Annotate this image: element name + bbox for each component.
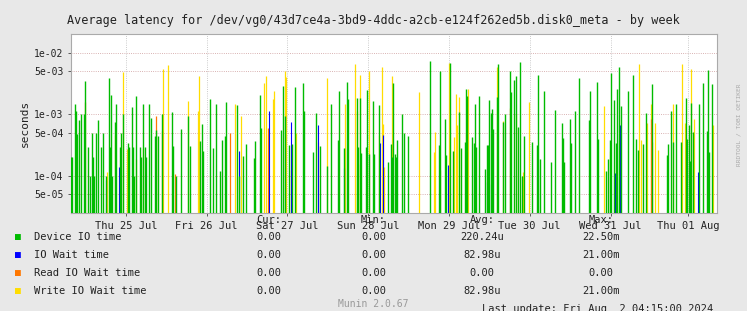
Y-axis label: seconds: seconds (19, 100, 30, 147)
Text: 0.00: 0.00 (361, 232, 386, 242)
Text: ■: ■ (15, 268, 21, 278)
Text: Avg:: Avg: (469, 215, 495, 225)
Text: 22.50m: 22.50m (583, 232, 620, 242)
Text: 220.24u: 220.24u (460, 232, 503, 242)
Text: 21.00m: 21.00m (583, 286, 620, 296)
Text: Last update: Fri Aug  2 04:15:00 2024: Last update: Fri Aug 2 04:15:00 2024 (482, 304, 713, 311)
Text: ■: ■ (15, 286, 21, 296)
Text: 82.98u: 82.98u (463, 250, 500, 260)
Text: Average latency for /dev/vg0/43d7ce4a-3bd9-4ddc-a2cb-e124f262ed5b.disk0_meta - b: Average latency for /dev/vg0/43d7ce4a-3b… (67, 14, 680, 27)
Text: 0.00: 0.00 (256, 232, 282, 242)
Text: 0.00: 0.00 (256, 286, 282, 296)
Text: Min:: Min: (361, 215, 386, 225)
Text: Munin 2.0.67: Munin 2.0.67 (338, 299, 409, 309)
Text: IO Wait time: IO Wait time (34, 250, 108, 260)
Text: Read IO Wait time: Read IO Wait time (34, 268, 140, 278)
Text: 0.00: 0.00 (469, 268, 495, 278)
Text: 0.00: 0.00 (256, 250, 282, 260)
Text: 0.00: 0.00 (589, 268, 614, 278)
Text: ■: ■ (15, 232, 21, 242)
Text: Max:: Max: (589, 215, 614, 225)
Text: 21.00m: 21.00m (583, 250, 620, 260)
Text: RRDTOOL / TOBI OETIKER: RRDTOOL / TOBI OETIKER (737, 83, 742, 166)
Text: 82.98u: 82.98u (463, 286, 500, 296)
Text: Write IO Wait time: Write IO Wait time (34, 286, 146, 296)
Text: Device IO time: Device IO time (34, 232, 121, 242)
Text: 0.00: 0.00 (361, 250, 386, 260)
Text: 0.00: 0.00 (361, 268, 386, 278)
Text: 0.00: 0.00 (361, 286, 386, 296)
Text: ■: ■ (15, 250, 21, 260)
Text: Cur:: Cur: (256, 215, 282, 225)
Text: 0.00: 0.00 (256, 268, 282, 278)
